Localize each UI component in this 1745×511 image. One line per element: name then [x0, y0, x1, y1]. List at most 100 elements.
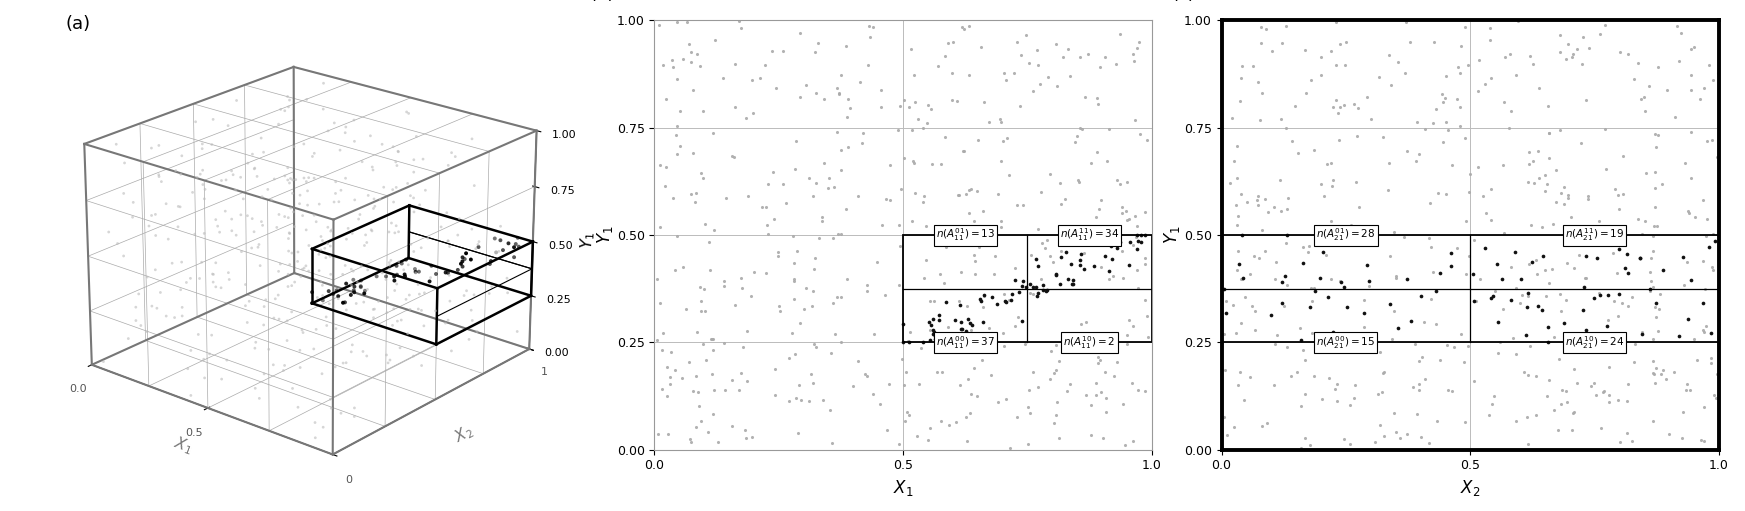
- Point: [1644, 131, 1672, 140]
- Point: [1328, 347, 1356, 355]
- Point: [1591, 20, 1619, 29]
- Point: [1595, 363, 1623, 371]
- Point: [874, 426, 902, 434]
- Point: [1225, 368, 1253, 376]
- Point: [1513, 303, 1541, 311]
- Point: [1640, 168, 1668, 176]
- Point: [1108, 247, 1136, 255]
- Point: [941, 316, 968, 324]
- Point: [1429, 138, 1457, 147]
- Point: [853, 371, 881, 380]
- Point: [1454, 61, 1482, 69]
- Point: [1225, 260, 1253, 268]
- Point: [1269, 38, 1297, 47]
- Point: [932, 133, 960, 141]
- Point: [1370, 369, 1398, 377]
- Point: [1419, 119, 1447, 127]
- Point: [834, 144, 862, 152]
- Point: [860, 330, 888, 338]
- Point: [1120, 57, 1148, 65]
- Point: [1246, 115, 1274, 124]
- Point: [1298, 297, 1326, 305]
- Point: [1073, 238, 1101, 246]
- Point: [845, 357, 872, 365]
- Point: [1251, 25, 1279, 33]
- Point: [1040, 258, 1068, 266]
- Point: [1106, 30, 1134, 38]
- Y-axis label: $X_2$: $X_2$: [452, 422, 476, 447]
- Point: [1618, 293, 1646, 301]
- Point: [928, 367, 956, 376]
- Point: [1593, 316, 1621, 324]
- Point: [801, 49, 829, 57]
- Point: [1228, 231, 1256, 240]
- Point: [1092, 408, 1120, 416]
- Point: [965, 243, 993, 251]
- Point: [895, 337, 923, 345]
- Point: [1047, 252, 1075, 261]
- Point: [1223, 142, 1251, 150]
- Point: [982, 300, 1010, 308]
- Point: [1572, 252, 1600, 260]
- Point: [876, 161, 904, 169]
- Point: [1438, 387, 1466, 395]
- Point: [803, 89, 831, 97]
- Point: [1426, 269, 1454, 277]
- Point: [1326, 277, 1354, 286]
- Point: [815, 174, 843, 182]
- Point: [770, 180, 797, 189]
- Point: [1295, 248, 1323, 256]
- Point: [1558, 426, 1586, 434]
- Point: [1380, 228, 1408, 236]
- Point: [1462, 297, 1490, 306]
- Point: [1433, 190, 1461, 198]
- Point: [663, 75, 691, 83]
- Point: [1450, 23, 1478, 31]
- Point: [967, 43, 995, 51]
- Point: [1401, 157, 1429, 166]
- Point: [1108, 273, 1136, 282]
- Point: [1375, 51, 1403, 59]
- Point: [1209, 285, 1237, 293]
- Point: [1689, 403, 1717, 411]
- Point: [900, 159, 928, 167]
- Point: [1314, 160, 1342, 168]
- Point: [1447, 103, 1475, 111]
- Point: [1120, 212, 1148, 220]
- Point: [1399, 382, 1427, 390]
- Point: [1639, 357, 1666, 365]
- Point: [1443, 62, 1471, 71]
- Point: [1272, 205, 1300, 214]
- Point: [1433, 341, 1461, 350]
- Point: [1670, 281, 1698, 289]
- Point: [1331, 38, 1359, 46]
- Point: [1307, 53, 1335, 61]
- Point: [1567, 140, 1595, 148]
- Point: [1433, 72, 1461, 80]
- Point: [1120, 241, 1148, 249]
- Point: [977, 293, 1005, 301]
- Point: [1028, 281, 1056, 289]
- Point: [1689, 257, 1717, 265]
- Point: [740, 109, 768, 118]
- Point: [1673, 206, 1701, 215]
- Point: [1321, 385, 1349, 393]
- Point: [1033, 237, 1061, 245]
- Point: [695, 238, 722, 246]
- Point: [1497, 296, 1525, 305]
- Point: [1691, 322, 1719, 330]
- Point: [1262, 258, 1290, 266]
- Point: [1305, 273, 1333, 282]
- Point: [1023, 45, 1050, 54]
- Point: [1680, 43, 1708, 51]
- X-axis label: $X_1$: $X_1$: [171, 433, 195, 457]
- Point: [953, 327, 981, 335]
- Point: [1600, 185, 1628, 194]
- Point: [1579, 294, 1607, 302]
- Point: [1258, 47, 1286, 55]
- Point: [1415, 439, 1443, 448]
- Point: [1016, 289, 1044, 297]
- Point: [1113, 178, 1141, 186]
- Point: [1056, 72, 1084, 80]
- Point: [1663, 22, 1691, 30]
